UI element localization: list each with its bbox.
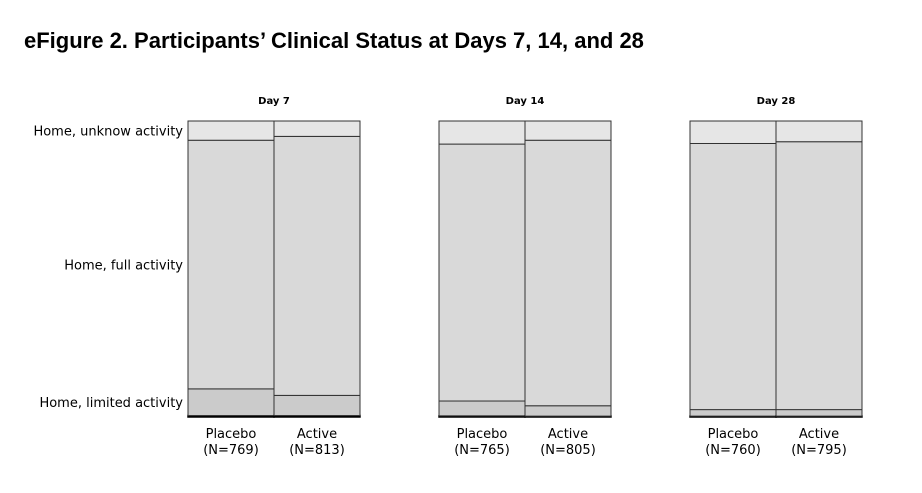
group-n-label-day-14-placebo: (N=765) bbox=[454, 443, 510, 458]
segment-day-28-active-home-unknow-activity bbox=[775, 120, 863, 143]
group-label-day-28-placebo: Placebo bbox=[708, 427, 759, 442]
segment-day-14-placebo-home-unknow-activity bbox=[438, 120, 526, 145]
y-tick-home-limited-activity: Home, limited activity bbox=[39, 396, 183, 411]
y-tick-home-full-activity: Home, full activity bbox=[64, 259, 183, 274]
group-n-label-day-28-active: (N=795) bbox=[791, 443, 847, 458]
segment-day-7-active-home-unknow-activity bbox=[273, 120, 361, 137]
group-label-day-14-active: Active bbox=[548, 427, 588, 442]
segment-day-14-active-home-full-activity bbox=[524, 139, 612, 407]
panel-title-day-7: Day 7 bbox=[258, 96, 290, 107]
segment-day-14-active-home-limited-activity bbox=[524, 405, 612, 417]
panel-title-day-28: Day 28 bbox=[757, 96, 796, 107]
segment-day-14-placebo-home-limited-activity bbox=[438, 400, 526, 417]
segment-day-28-active-home-limited-activity bbox=[775, 409, 863, 417]
group-label-day-7-placebo: Placebo bbox=[206, 427, 257, 442]
segment-day-28-placebo-home-limited-activity bbox=[689, 409, 777, 417]
segment-day-28-active-home-full-activity bbox=[775, 141, 863, 411]
panel-title-day-14: Day 14 bbox=[506, 96, 545, 107]
y-tick-home-unknow-activity: Home, unknow activity bbox=[33, 125, 183, 140]
segment-day-7-placebo-home-limited-activity bbox=[187, 388, 275, 417]
group-n-label-day-7-active: (N=813) bbox=[289, 443, 345, 458]
segment-day-14-placebo-home-full-activity bbox=[438, 143, 526, 402]
segment-day-28-placebo-home-full-activity bbox=[689, 142, 777, 411]
segment-day-28-placebo-home-unknow-activity bbox=[689, 120, 777, 144]
segment-day-7-active-home-limited-activity bbox=[273, 394, 361, 417]
group-n-label-day-14-active: (N=805) bbox=[540, 443, 596, 458]
segment-day-7-placebo-home-full-activity bbox=[187, 139, 275, 390]
figure-title: eFigure 2. Participants’ Clinical Status… bbox=[24, 28, 644, 53]
segment-day-14-active-home-unknow-activity bbox=[524, 120, 612, 141]
group-n-label-day-28-placebo: (N=760) bbox=[705, 443, 761, 458]
segment-day-7-active-home-full-activity bbox=[273, 135, 361, 396]
group-label-day-7-active: Active bbox=[297, 427, 337, 442]
group-n-label-day-7-placebo: (N=769) bbox=[203, 443, 259, 458]
group-label-day-28-active: Active bbox=[799, 427, 839, 442]
group-label-day-14-placebo: Placebo bbox=[457, 427, 508, 442]
segment-day-7-placebo-home-unknow-activity bbox=[187, 120, 275, 141]
